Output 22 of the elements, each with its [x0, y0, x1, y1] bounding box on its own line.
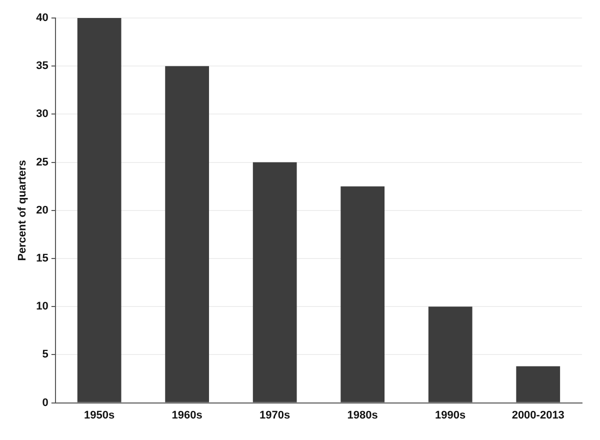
y-tick-label: 5 [42, 348, 48, 361]
y-axis-title: Percent of quarters [16, 160, 29, 261]
x-tick-label: 1970s [260, 409, 290, 422]
x-tick-label: 1960s [172, 409, 202, 422]
y-tick-label: 25 [36, 156, 48, 168]
y-tick-label: 15 [36, 252, 48, 265]
x-tick-label: 1980s [347, 409, 378, 422]
y-tick-label: 10 [36, 300, 48, 313]
bar [428, 306, 472, 402]
bar [516, 366, 560, 402]
y-tick-label: 35 [36, 60, 48, 72]
x-tick-label: 1950s [84, 409, 115, 422]
bar [252, 162, 297, 402]
x-tick-label: 1990s [435, 409, 466, 422]
bar [165, 66, 210, 402]
y-tick-label: 40 [36, 12, 48, 24]
y-tick-label: 20 [36, 204, 48, 216]
bar [340, 186, 385, 402]
y-tick-label: 0 [42, 396, 48, 409]
bar [77, 18, 122, 402]
x-tick-label: 2000-2013 [512, 409, 564, 422]
y-tick-label: 30 [36, 108, 48, 120]
